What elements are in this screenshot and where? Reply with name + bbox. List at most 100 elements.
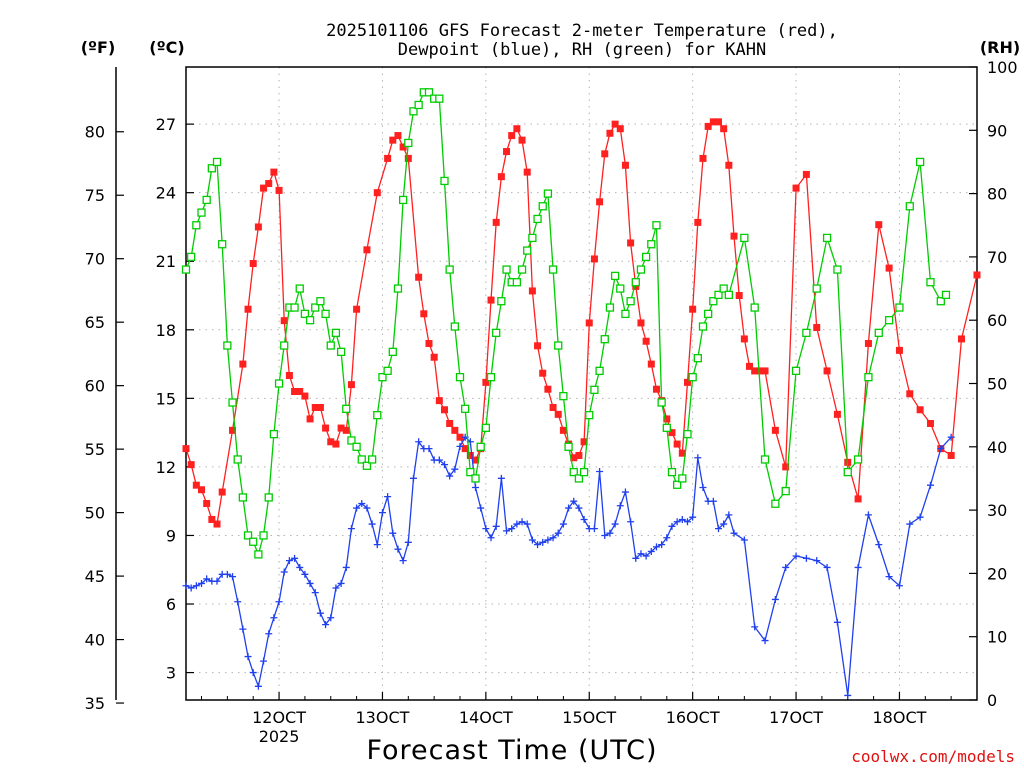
rh-point (864, 373, 873, 382)
rh-point (915, 157, 925, 167)
temperature-point (347, 381, 355, 389)
temperature-point (492, 218, 500, 226)
rh-point (641, 252, 651, 262)
dewpoint-point (813, 557, 821, 565)
celsius-tick-label: 6 (166, 595, 176, 614)
dewpoint-point (384, 493, 392, 501)
dewpoint-point (244, 653, 252, 661)
dewpoint-point (275, 598, 283, 606)
dewpoint-point (570, 497, 578, 505)
temperature-point (497, 173, 505, 181)
fahrenheit-tick-label: 60 (85, 377, 105, 396)
dewpoint-point (864, 511, 872, 519)
temperature-point (627, 239, 635, 247)
dewpoint-point (906, 520, 914, 528)
dewpoint-point (182, 582, 190, 590)
dewpoint-point (740, 536, 748, 544)
temperature-point (503, 148, 511, 156)
rh-point (579, 467, 589, 477)
rh-point (326, 341, 335, 350)
celsius-tick-label: 27 (156, 115, 176, 134)
temperature-point (771, 426, 779, 434)
temperature-point (725, 161, 733, 169)
dewpoint-point (192, 582, 200, 590)
temperature-point (606, 129, 614, 137)
rh-point (362, 461, 372, 470)
dewpoint-point (503, 527, 511, 535)
rh-point (574, 474, 584, 483)
rh-point (357, 455, 366, 464)
dewpoint-point (296, 563, 304, 571)
temperature-point (823, 367, 831, 375)
rh-tick-label: 50 (987, 375, 1007, 394)
temperature-point (461, 445, 469, 453)
rh-point (678, 474, 687, 483)
dewpoint-point (606, 529, 614, 537)
dewpoint-point (782, 563, 790, 571)
rh-point (740, 233, 749, 243)
dewpoint-point (368, 520, 376, 528)
temperature-point (239, 360, 247, 368)
rh-point (528, 233, 537, 243)
dewpoint-point (637, 550, 645, 558)
temperature-point (440, 406, 448, 414)
dewpoint-point (523, 520, 531, 528)
rh-point (497, 297, 506, 306)
rh-point (590, 385, 599, 394)
rh-point (424, 88, 434, 97)
dewpoint-point (627, 518, 635, 526)
rh-point (569, 467, 578, 477)
dewpoint-point (342, 563, 350, 571)
dewpoint-point (823, 563, 831, 571)
temperature-point (947, 451, 955, 459)
temperature-point (275, 186, 283, 194)
dewpoint-point (580, 515, 588, 523)
dewpoint-point (885, 573, 893, 581)
temperature-point (306, 415, 314, 423)
temperature-point (425, 340, 433, 348)
dewpoint-point (477, 504, 485, 512)
temperature-point (332, 440, 340, 448)
temperature-point (373, 189, 381, 197)
dewpoint-point (399, 557, 407, 565)
dewpoint-point (198, 579, 206, 587)
dewpoint-point (554, 529, 562, 537)
dewpoint-point (358, 499, 366, 507)
temperature-point (322, 424, 330, 432)
dewpoint-point (239, 625, 247, 633)
dewpoint-point (229, 573, 237, 581)
dewpoint-point (720, 520, 728, 528)
dewpoint-point (332, 584, 340, 592)
temperature-point (182, 445, 190, 453)
temperature-point (301, 392, 309, 400)
temperature-point (311, 403, 319, 411)
dewpoint-point (311, 589, 319, 597)
series-layer (181, 88, 981, 699)
temperature-point (647, 360, 655, 368)
rh-point (254, 550, 263, 559)
rh-unit-label: (RH) (980, 38, 1020, 57)
rh-point (342, 404, 351, 413)
rh-point (564, 442, 573, 451)
rh-point (585, 410, 594, 420)
rh-tick-label: 20 (987, 564, 1007, 583)
temperature-point (616, 125, 624, 133)
celsius-tick-label: 9 (166, 526, 176, 545)
temperature-point (451, 426, 459, 434)
rh-point (440, 176, 449, 186)
temperature-point (192, 481, 200, 489)
temperature-point (229, 426, 237, 434)
dewpoint-point (415, 438, 423, 446)
dewpoint-point (404, 538, 412, 546)
dewpoint-point (658, 541, 666, 549)
rh-point (197, 208, 206, 217)
rh-point (259, 531, 268, 540)
temperature-point (254, 223, 262, 231)
rh-point (791, 366, 801, 375)
rh-point (662, 423, 671, 432)
rh-point (941, 290, 951, 300)
rh-point (543, 189, 553, 198)
temperature-point (601, 150, 609, 158)
dewpoint-point (435, 456, 443, 464)
